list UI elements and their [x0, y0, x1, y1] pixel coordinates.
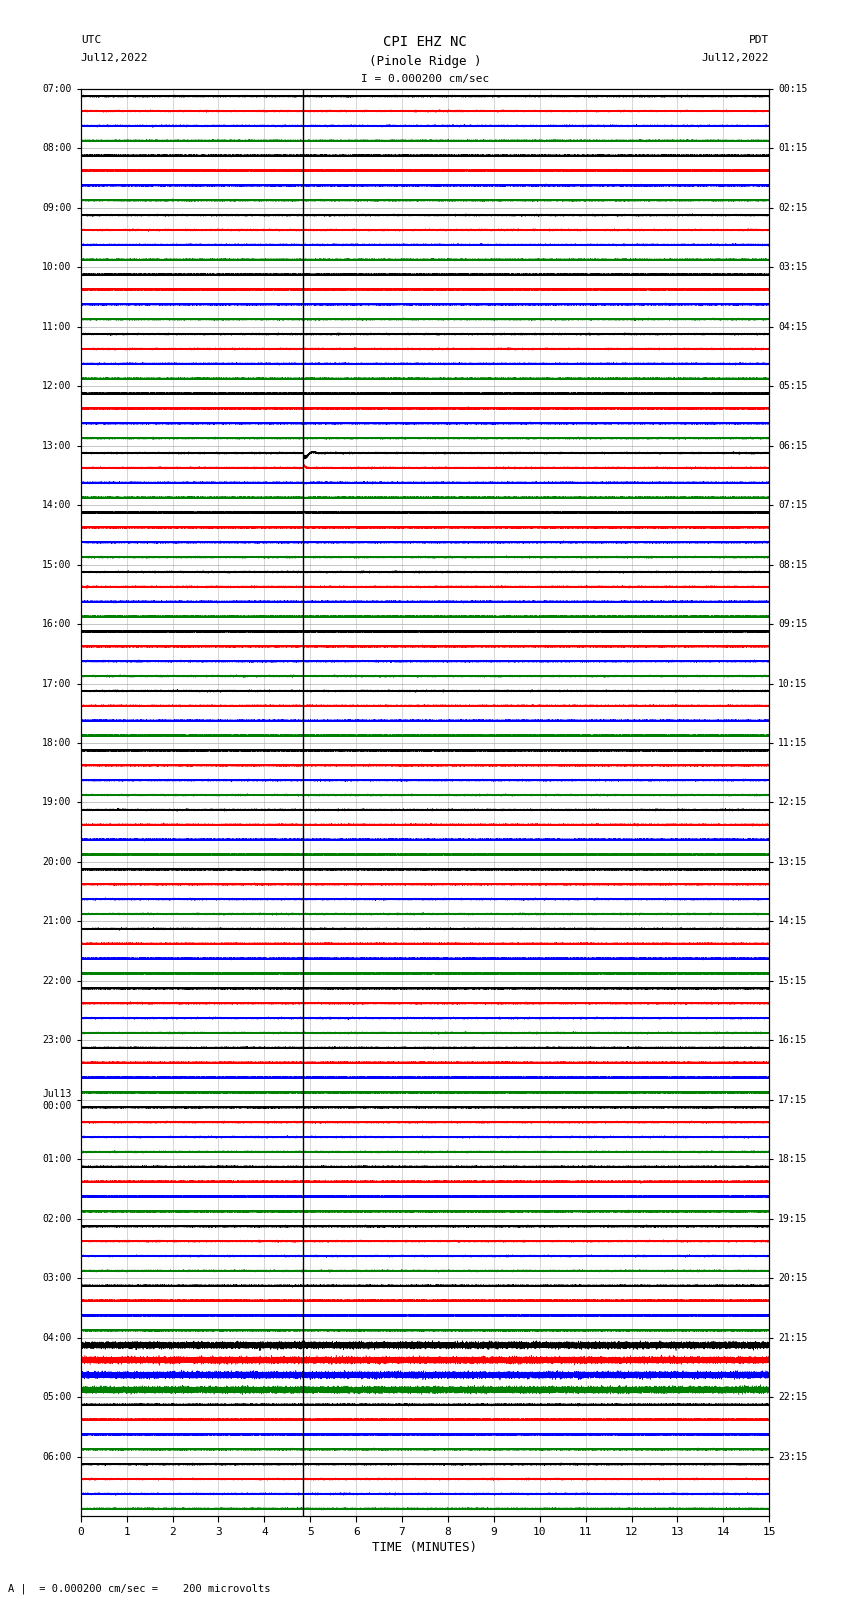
Text: Jul12,2022: Jul12,2022: [702, 53, 769, 63]
Text: (Pinole Ridge ): (Pinole Ridge ): [369, 55, 481, 68]
Text: UTC: UTC: [81, 35, 101, 45]
X-axis label: TIME (MINUTES): TIME (MINUTES): [372, 1540, 478, 1553]
Text: PDT: PDT: [749, 35, 769, 45]
Text: A |  = 0.000200 cm/sec =    200 microvolts: A | = 0.000200 cm/sec = 200 microvolts: [8, 1582, 271, 1594]
Text: CPI EHZ NC: CPI EHZ NC: [383, 35, 467, 50]
Text: Jul12,2022: Jul12,2022: [81, 53, 148, 63]
Text: I = 0.000200 cm/sec: I = 0.000200 cm/sec: [361, 74, 489, 84]
